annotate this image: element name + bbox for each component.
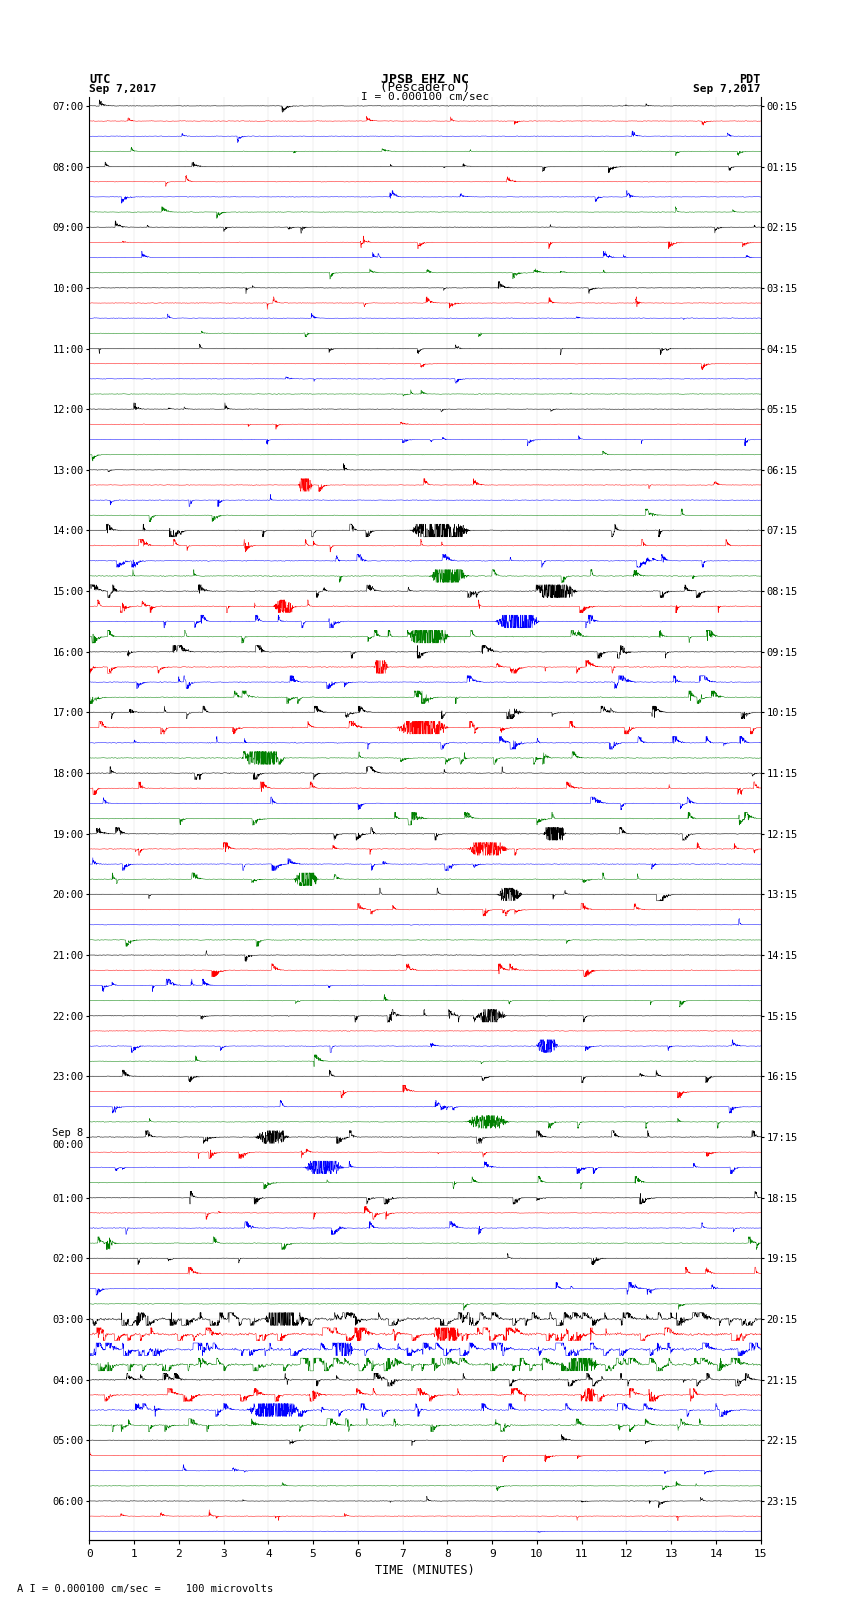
Text: Sep 7,2017: Sep 7,2017: [89, 84, 156, 94]
Text: JPSB EHZ NC: JPSB EHZ NC: [381, 73, 469, 85]
X-axis label: TIME (MINUTES): TIME (MINUTES): [375, 1563, 475, 1576]
Text: Sep 7,2017: Sep 7,2017: [694, 84, 761, 94]
Text: UTC: UTC: [89, 73, 110, 85]
Text: PDT: PDT: [740, 73, 761, 85]
Text: A I = 0.000100 cm/sec =    100 microvolts: A I = 0.000100 cm/sec = 100 microvolts: [17, 1584, 273, 1594]
Text: (Pescadero ): (Pescadero ): [380, 81, 470, 94]
Text: I = 0.000100 cm/sec: I = 0.000100 cm/sec: [361, 92, 489, 102]
